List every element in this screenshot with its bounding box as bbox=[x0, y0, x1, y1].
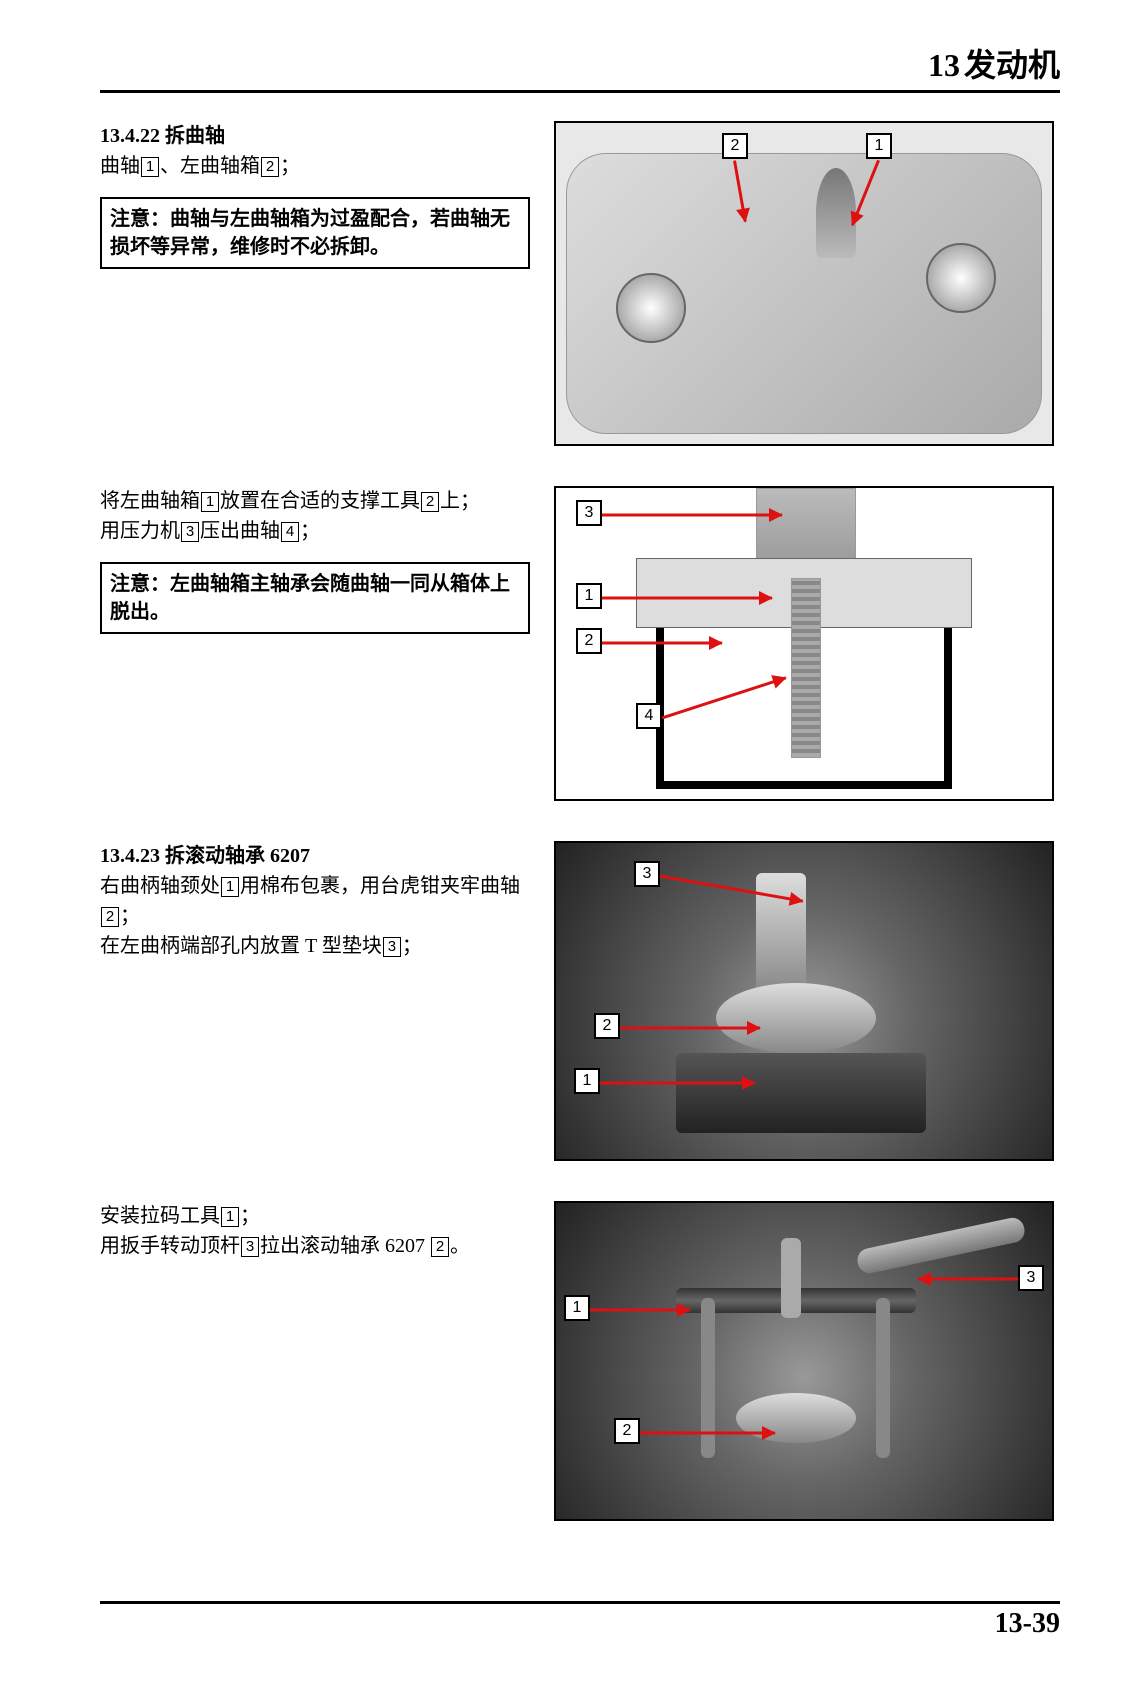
section-3-title: 拆滚动轴承 6207 bbox=[165, 845, 310, 867]
note-box-2: 注意：左曲轴箱主轴承会随曲轴一同从箱体上脱出。 bbox=[100, 562, 530, 634]
page-header: 13 发动机 bbox=[100, 40, 1060, 93]
section-3-text: 13.4.23 拆滚动轴承 6207 右曲柄轴颈处1用棉布包裹，用台虎钳夹牢曲轴… bbox=[100, 841, 530, 961]
section-3-line1: 右曲柄轴颈处1用棉布包裹，用台虎钳夹牢曲轴 2； bbox=[100, 871, 530, 931]
callout-box: 2 bbox=[614, 1418, 640, 1444]
ref-box: 3 bbox=[181, 522, 199, 542]
ref-box: 2 bbox=[431, 1237, 449, 1257]
text: 用棉布包裹，用台虎钳夹牢曲轴 bbox=[240, 875, 520, 897]
figure-2-shaft bbox=[791, 578, 821, 758]
figure-2: 3 1 2 4 bbox=[554, 486, 1054, 801]
section-2-line2: 用压力机3压出曲轴4； bbox=[100, 516, 530, 546]
text: 在左曲柄端部孔内放置 T 型垫块 bbox=[100, 935, 382, 957]
callout-arrow bbox=[602, 513, 782, 516]
text: 安装拉码工具 bbox=[100, 1205, 220, 1227]
section-3-number: 13.4.23 bbox=[100, 845, 160, 867]
callout-arrow bbox=[602, 641, 722, 644]
section-2-line1: 将左曲轴箱1放置在合适的支撑工具2上； bbox=[100, 486, 530, 516]
figure-1-col: 21 bbox=[554, 121, 1060, 446]
page-footer: 13-39 bbox=[100, 1601, 1060, 1640]
callout-box: 3 bbox=[1018, 1265, 1044, 1291]
text: 拉出滚动轴承 6207 bbox=[260, 1235, 430, 1257]
callout-arrow bbox=[918, 1278, 1018, 1281]
callout-box: 1 bbox=[564, 1295, 590, 1321]
ref-box: 1 bbox=[141, 157, 159, 177]
text: 。 bbox=[450, 1235, 470, 1257]
figure-2-col: 3 1 2 4 bbox=[554, 486, 1060, 801]
callout-arrow bbox=[600, 1081, 755, 1084]
callout-box: 2 bbox=[594, 1013, 620, 1039]
figure-1: 21 bbox=[554, 121, 1054, 446]
page-number: 13-39 bbox=[995, 1608, 1060, 1639]
figure-1-hole bbox=[926, 243, 996, 313]
callout-box: 4 bbox=[636, 703, 662, 729]
figure-4-col: 1 2 3 bbox=[554, 1201, 1060, 1521]
figure-4-leg bbox=[701, 1298, 715, 1458]
section-1-text: 13.4.22 拆曲轴 曲轴1、左曲轴箱2； 注意：曲轴与左曲轴箱为过盈配合，若… bbox=[100, 121, 530, 269]
figure-3: 3 2 1 bbox=[554, 841, 1054, 1161]
ref-box: 3 bbox=[241, 1237, 259, 1257]
text: 右曲柄轴颈处 bbox=[100, 875, 220, 897]
text: ； bbox=[240, 1205, 260, 1227]
section-2: 将左曲轴箱1放置在合适的支撑工具2上； 用压力机3压出曲轴4； 注意：左曲轴箱主… bbox=[100, 486, 1060, 801]
figure-3-bearing bbox=[716, 983, 876, 1053]
chapter-title: 发动机 bbox=[964, 47, 1060, 83]
ref-box: 2 bbox=[421, 492, 439, 512]
chapter-number: 13 bbox=[928, 47, 960, 83]
callout-box: 1 bbox=[866, 133, 892, 159]
section-4-text: 安装拉码工具1； 用扳手转动顶杆3拉出滚动轴承 6207 2。 bbox=[100, 1201, 530, 1261]
figure-4-screw bbox=[781, 1238, 801, 1318]
callout-box: 1 bbox=[576, 583, 602, 609]
section-4: 安装拉码工具1； 用扳手转动顶杆3拉出滚动轴承 6207 2。 123 bbox=[100, 1201, 1060, 1521]
text: 压出曲轴 bbox=[200, 520, 280, 542]
section-4-line1: 安装拉码工具1； bbox=[100, 1201, 530, 1231]
section-4-line2: 用扳手转动顶杆3拉出滚动轴承 6207 2。 bbox=[100, 1231, 530, 1261]
ref-box: 1 bbox=[201, 492, 219, 512]
ref-box: 2 bbox=[101, 907, 119, 927]
callout-arrow bbox=[620, 1026, 760, 1029]
section-3-line2: 在左曲柄端部孔内放置 T 型垫块3； bbox=[100, 931, 530, 961]
callout-arrow bbox=[590, 1308, 690, 1311]
callout-box: 3 bbox=[576, 500, 602, 526]
figure-4: 1 2 3 bbox=[554, 1201, 1054, 1521]
text: 、左曲轴箱 bbox=[160, 155, 260, 177]
text: 上； bbox=[440, 490, 480, 512]
callout-box: 3 bbox=[634, 861, 660, 887]
section-1-number: 13.4.22 bbox=[100, 125, 160, 147]
text: ； bbox=[402, 935, 422, 957]
text: ； bbox=[120, 905, 140, 927]
callout-box: 1 bbox=[574, 1068, 600, 1094]
section-1-title: 拆曲轴 bbox=[165, 125, 225, 147]
figure-3-shaft bbox=[756, 873, 806, 993]
callout-arrow bbox=[640, 1431, 775, 1434]
text: ； bbox=[300, 520, 320, 542]
figure-2-press bbox=[756, 488, 856, 568]
text: 用扳手转动顶杆 bbox=[100, 1235, 240, 1257]
ref-box: 3 bbox=[383, 937, 401, 957]
callout-arrow bbox=[602, 596, 772, 599]
figure-1-hole bbox=[616, 273, 686, 343]
ref-box: 1 bbox=[221, 1207, 239, 1227]
text: 放置在合适的支撑工具 bbox=[220, 490, 420, 512]
ref-box: 4 bbox=[281, 522, 299, 542]
section-2-text: 将左曲轴箱1放置在合适的支撑工具2上； 用压力机3压出曲轴4； 注意：左曲轴箱主… bbox=[100, 486, 530, 634]
section-1: 13.4.22 拆曲轴 曲轴1、左曲轴箱2； 注意：曲轴与左曲轴箱为过盈配合，若… bbox=[100, 121, 1060, 446]
ref-box: 1 bbox=[221, 877, 239, 897]
text: 用压力机 bbox=[100, 520, 180, 542]
callout-box: 2 bbox=[576, 628, 602, 654]
section-1-body: 曲轴1、左曲轴箱2； bbox=[100, 151, 530, 181]
figure-3-col: 3 2 1 bbox=[554, 841, 1060, 1161]
figure-3-vise bbox=[676, 1053, 926, 1133]
text: 曲轴 bbox=[100, 155, 140, 177]
ref-box: 2 bbox=[261, 157, 279, 177]
callout-box: 2 bbox=[722, 133, 748, 159]
figure-4-bearing bbox=[736, 1393, 856, 1443]
text: ； bbox=[280, 155, 300, 177]
figure-4-leg bbox=[876, 1298, 890, 1458]
text: 将左曲轴箱 bbox=[100, 490, 200, 512]
section-3: 13.4.23 拆滚动轴承 6207 右曲柄轴颈处1用棉布包裹，用台虎钳夹牢曲轴… bbox=[100, 841, 1060, 1161]
note-box-1: 注意：曲轴与左曲轴箱为过盈配合，若曲轴无损坏等异常，维修时不必拆卸。 bbox=[100, 197, 530, 269]
